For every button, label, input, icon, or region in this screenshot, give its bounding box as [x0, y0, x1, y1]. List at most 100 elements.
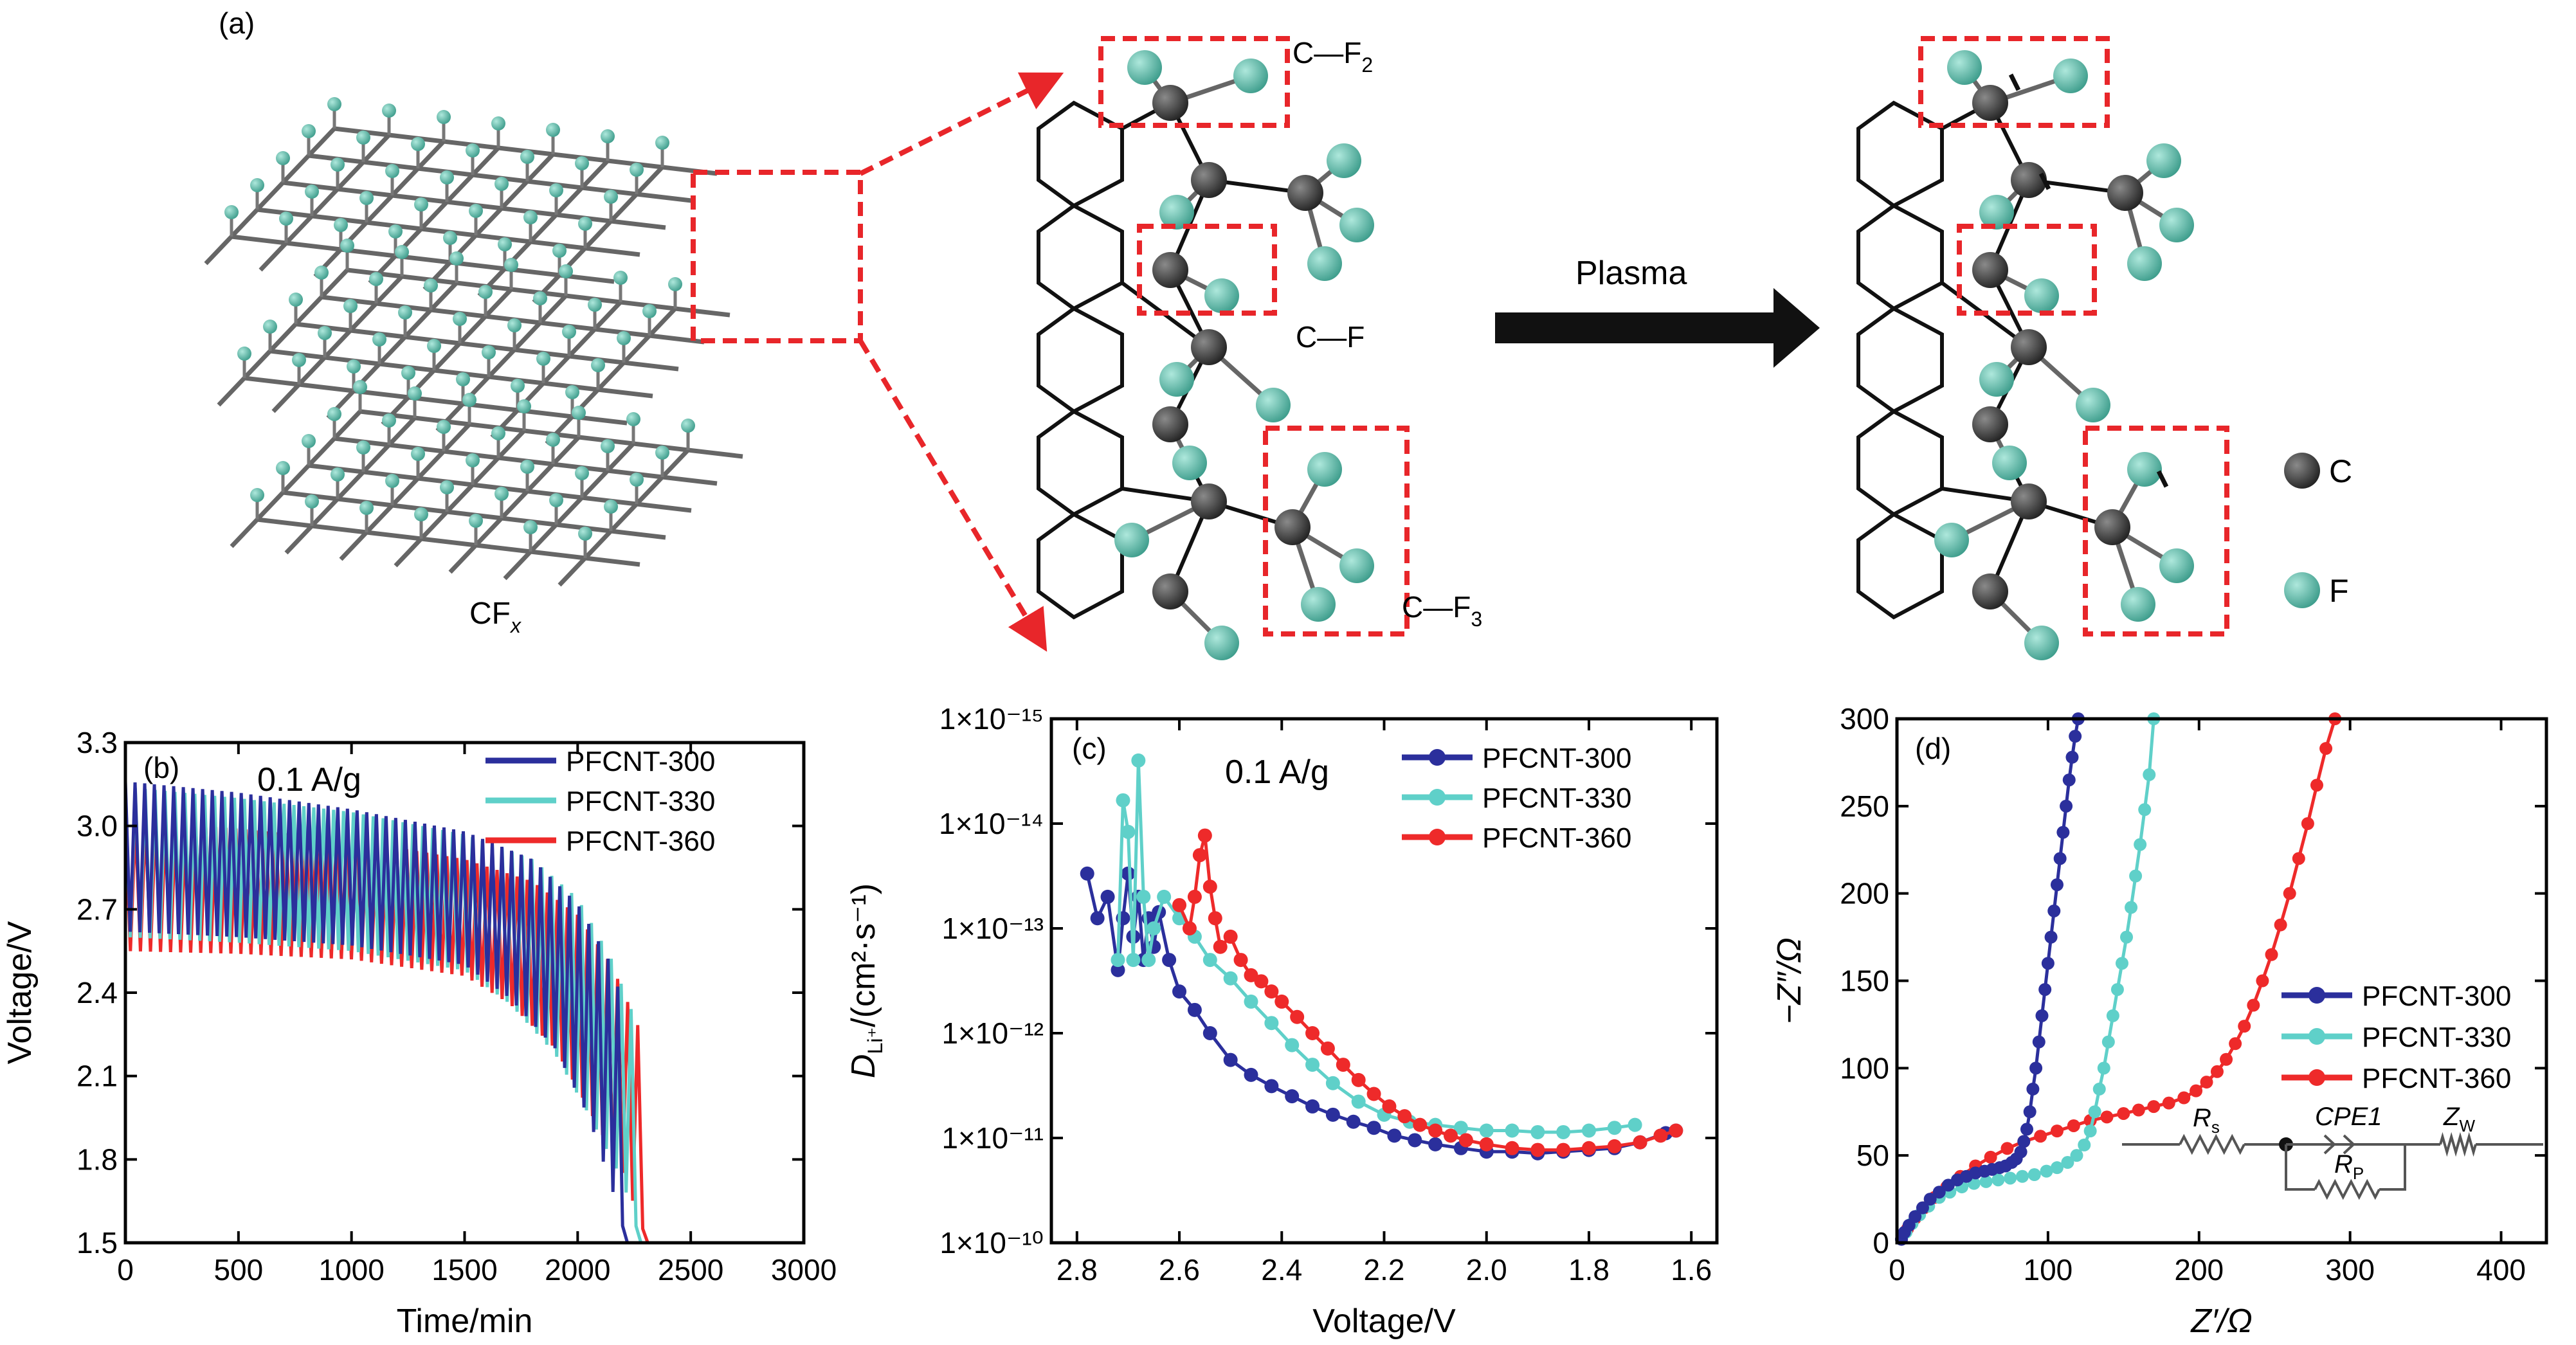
legend-marker [1429, 789, 1446, 806]
lattice-bond [635, 165, 664, 196]
lattice-fluorine-atom [504, 258, 518, 272]
fluorine-atom [1204, 626, 1239, 660]
lattice-fluorine-atom [630, 163, 644, 177]
lattice-bond [541, 354, 571, 385]
lattice-fluorine-atom [385, 164, 399, 178]
data-point [2056, 826, 2070, 839]
cf-label: C—F [1296, 320, 1365, 354]
carbon-atom [1152, 252, 1188, 288]
lattice-bond [297, 356, 327, 386]
lattice-fluorine-atom [356, 131, 370, 145]
data-point [2047, 904, 2061, 917]
lattice-fluorine-atom [578, 217, 592, 231]
lattice-bond [675, 306, 730, 318]
lattice-bond [390, 476, 420, 507]
lattice-fluorine-atom [305, 185, 319, 199]
cf2-label: C—F2 [1293, 36, 1373, 77]
x-tick-label: 200 [2174, 1253, 2224, 1286]
lattice-bond [471, 146, 500, 177]
data-point [1479, 1123, 1494, 1138]
legend-label: PFCNT-300 [1482, 743, 1631, 774]
data-point [1346, 1114, 1361, 1129]
data-point [2004, 1171, 2017, 1185]
x-tick-label: 100 [2024, 1253, 2073, 1286]
lattice-bond [445, 483, 475, 514]
carbon-atom [1191, 483, 1227, 519]
data-point [1581, 1123, 1596, 1138]
carbon-atom [1287, 175, 1323, 211]
legend-carbon-atom [2284, 453, 2320, 489]
series-line-pfcnt-330 [1900, 718, 2155, 1240]
circuit-rp-label: RP [2334, 1150, 2364, 1183]
data-point [1202, 880, 1217, 894]
carbon-atom [2094, 509, 2130, 545]
lattice-bond [361, 443, 391, 474]
fluorine-atom [1307, 452, 1342, 487]
lattice-fluorine-atom [276, 151, 290, 165]
x-tick-label: 400 [2476, 1253, 2526, 1286]
x-axis-label: Z′/Ω [2190, 1303, 2253, 1340]
lattice-bond [332, 410, 362, 440]
carbon-atom [1152, 85, 1188, 121]
x-tick-label: 1.8 [1568, 1253, 1610, 1286]
data-point [1187, 889, 1202, 904]
data-point [1223, 1052, 1238, 1067]
lattice-bond [487, 348, 516, 379]
lattice-fluorine-atom [437, 420, 451, 434]
data-point [1244, 968, 1258, 982]
fluorine-atom [1979, 195, 2014, 230]
lattice-bond [585, 555, 640, 567]
data-point [1366, 1121, 1381, 1135]
data-point [2050, 1124, 2064, 1138]
lattice-fluorine-atom [549, 493, 563, 507]
data-point [1458, 1133, 1473, 1148]
data-point [1325, 1076, 1340, 1090]
data-point [2138, 803, 2152, 817]
lattice-fluorine-atom [462, 393, 476, 407]
lattice-fluorine-atom [494, 487, 509, 501]
y-tick-label: 1×10⁻¹³ [941, 912, 1044, 945]
lattice-fluorine-atom [440, 480, 454, 494]
lattice-bond [230, 518, 259, 548]
data-point [1244, 994, 1258, 1009]
data-point [1100, 889, 1115, 904]
y-axis-label: −Z″/Ω [1771, 937, 1808, 1024]
lattice-bond [365, 503, 394, 534]
lattice-fluorine-atom [347, 359, 361, 374]
x-tick-label: 2.8 [1057, 1253, 1098, 1286]
data-point [2100, 1110, 2114, 1124]
lattice-fluorine-atom [385, 474, 399, 488]
circuit-rp-label-main: R [2334, 1150, 2353, 1178]
data-point [1213, 939, 1228, 954]
x-tick-label: 2.2 [1364, 1253, 1405, 1286]
carbon-atom [1972, 406, 2008, 442]
lattice-bond [512, 321, 542, 352]
data-point [1187, 1002, 1202, 1017]
lattice-fluorine-atom [575, 466, 589, 480]
circuit-rs-label-main: R [2193, 1104, 2211, 1132]
data-point [1131, 753, 1146, 768]
lattice-bond [648, 307, 677, 338]
data-point [2040, 1164, 2053, 1178]
carbon-atom [1972, 252, 2008, 288]
panel-a: (a) CFx C—F2 C—F C—F3 Plasma C F [204, 6, 2352, 660]
data-point [1141, 953, 1156, 968]
fluorine-atom [1233, 59, 1268, 93]
y-axis-label-main: D [845, 1054, 882, 1079]
x-tick-label: 500 [213, 1253, 263, 1286]
series-line-pfcnt-300 [123, 781, 630, 1243]
fluorine-atom [1979, 362, 2014, 397]
lattice-fluorine-atom [536, 352, 550, 366]
data-point [2292, 852, 2305, 865]
legend-label: PFCNT-360 [2362, 1063, 2511, 1094]
broken-bond-mark [2008, 73, 2021, 91]
legend-label: PFCNT-330 [2362, 1022, 2511, 1053]
data-point [1581, 1141, 1596, 1155]
data-point [2078, 1138, 2091, 1151]
data-point [1157, 889, 1172, 904]
data-point [1607, 1139, 1622, 1153]
lattice-bond [585, 246, 640, 257]
lattice-bond [366, 530, 422, 541]
y-tick-label: 250 [1840, 790, 1889, 823]
fluorine-atom [2121, 587, 2155, 622]
